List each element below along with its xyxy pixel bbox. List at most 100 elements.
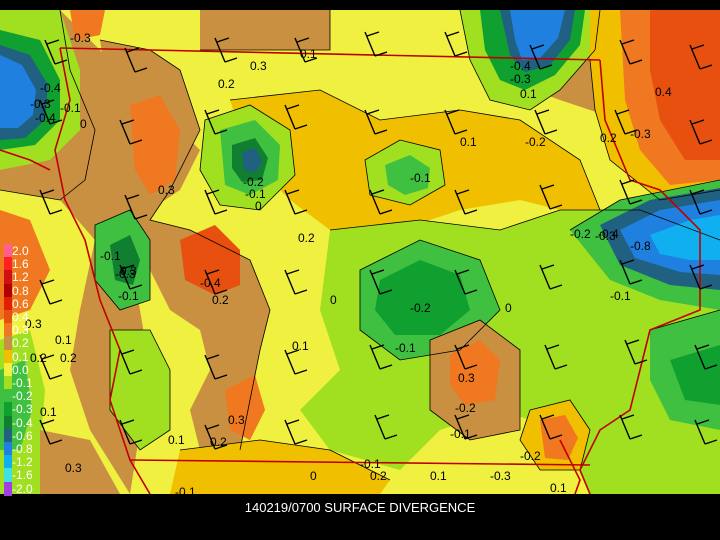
legend-swatch	[4, 310, 12, 324]
legend-row: -1.2	[0, 455, 46, 470]
contour-label: -0.1	[175, 485, 196, 494]
contour-label: -0.2	[570, 227, 591, 241]
wind-barb	[444, 31, 468, 57]
wind-barb	[204, 269, 228, 295]
contour-fill-neg08-nw	[0, 55, 36, 128]
wind-barb	[689, 119, 713, 145]
legend-label: -1.6	[12, 468, 33, 483]
legend-label: 0.6	[12, 296, 29, 311]
contour-fill-neg04-west	[110, 235, 140, 285]
contour-fill-pos03-south	[225, 375, 265, 440]
contour-label: 0.2	[210, 435, 227, 449]
wind-barb	[284, 189, 308, 215]
legend-label: 0.0	[12, 362, 29, 377]
contour-label: -0.4	[40, 81, 61, 95]
legend-label: 0.3	[12, 323, 29, 338]
legend-label: 1.2	[12, 270, 29, 285]
contour-label: 0.1	[430, 469, 447, 483]
wind-barb	[534, 109, 558, 135]
state-boundaries	[0, 47, 701, 494]
wind-barb	[374, 414, 398, 440]
contour-label: 0.4	[655, 85, 672, 99]
legend-label: 0.2	[12, 336, 29, 351]
wind-barb	[39, 189, 63, 215]
contour-fill-neg03	[375, 260, 470, 335]
wind-barb	[119, 119, 143, 145]
wind-barb	[619, 39, 643, 65]
wind-barb	[619, 179, 643, 205]
legend-swatch	[4, 481, 12, 496]
contour-label: 0.1	[55, 333, 72, 347]
contour-label: -0.1	[118, 289, 139, 303]
legend-swatch	[4, 296, 12, 311]
contour-fill-pos02-sw	[40, 430, 120, 494]
legend-swatch	[4, 336, 12, 351]
legend-label: -0.6	[12, 428, 33, 443]
contour-label: -0.8	[630, 239, 651, 253]
wind-barb	[364, 31, 388, 57]
contour-label: 0.1	[40, 405, 57, 419]
wind-barb	[619, 414, 643, 440]
legend-row: 0.4	[0, 310, 46, 324]
contour-label: -0.1	[450, 427, 471, 441]
contour-label: 0.3	[250, 59, 267, 73]
legend-label: 0.8	[12, 283, 29, 298]
contour-label: 0.2	[30, 351, 47, 365]
contour-lines	[0, 10, 720, 481]
contour-label: 0	[255, 199, 262, 213]
legend-swatch	[4, 468, 12, 483]
wind-barb	[364, 109, 388, 135]
contour-label: 0.1	[168, 433, 185, 447]
contour-label: -0.4	[510, 59, 531, 73]
wind-barb	[689, 44, 713, 70]
legend-label: -0.1	[12, 376, 33, 390]
wind-barb	[284, 269, 308, 295]
wind-barb	[694, 419, 718, 445]
legend-swatch	[4, 257, 12, 272]
wind-barb	[39, 354, 63, 380]
contour-label: 0.1	[550, 481, 567, 494]
contour-label: -0.4	[35, 111, 56, 125]
wind-barb	[284, 419, 308, 445]
legend-row: 0.6	[0, 296, 46, 311]
wind-barb	[689, 189, 713, 215]
wind-barb	[39, 419, 63, 445]
legend-row: -1.6	[0, 468, 46, 483]
wind-barb	[294, 37, 318, 63]
wind-barb	[44, 39, 68, 65]
wind-barb	[454, 344, 478, 370]
contour-label: 0.3	[25, 317, 42, 331]
contour-label: -0.3	[595, 229, 616, 243]
map-title: 140219/0700 SURFACE DIVERGENCE	[244, 500, 476, 515]
contour-label: -0.1	[245, 187, 266, 201]
wind-barb	[624, 339, 648, 365]
wind-barb	[39, 99, 63, 125]
legend-label: -0.8	[12, 442, 33, 456]
legend-row: -0.1	[0, 376, 46, 390]
legend-row: -0.3	[0, 402, 46, 417]
contour-fill-neg08-north	[510, 10, 565, 60]
contour-fill-pos03-se	[540, 415, 578, 460]
legend-swatch	[4, 415, 12, 430]
contour-fill-pos03-westedge	[0, 210, 50, 320]
legend-row: 1.6	[0, 257, 46, 272]
legend-row: 0.0	[0, 362, 46, 377]
contour-label: 0.2	[370, 469, 387, 483]
contour-fill-pos01-south	[170, 440, 390, 494]
contour-fill-pos04-west	[180, 225, 240, 295]
wind-barb	[369, 189, 393, 215]
legend-swatch	[4, 362, 12, 377]
legend-row: -0.4	[0, 415, 46, 430]
wind-barb	[369, 344, 393, 370]
wind-barb	[119, 419, 143, 445]
contour-label: 0.1	[520, 87, 537, 101]
contour-label: 0.1	[460, 135, 477, 149]
legend-row: 0.2	[0, 336, 46, 351]
legend-swatch	[4, 323, 12, 338]
contour-label: -0.4	[598, 227, 619, 241]
legend-row: -0.2	[0, 389, 46, 404]
contour-fill-neg06-nc	[242, 148, 262, 172]
contour-label: 0.3	[158, 183, 175, 197]
contour-labels: -0.30.10.3 -0.40.10.2-0.4-0.3-0.30.4-0.3-…	[25, 31, 672, 494]
contour-fill-pos03-west	[130, 95, 180, 195]
